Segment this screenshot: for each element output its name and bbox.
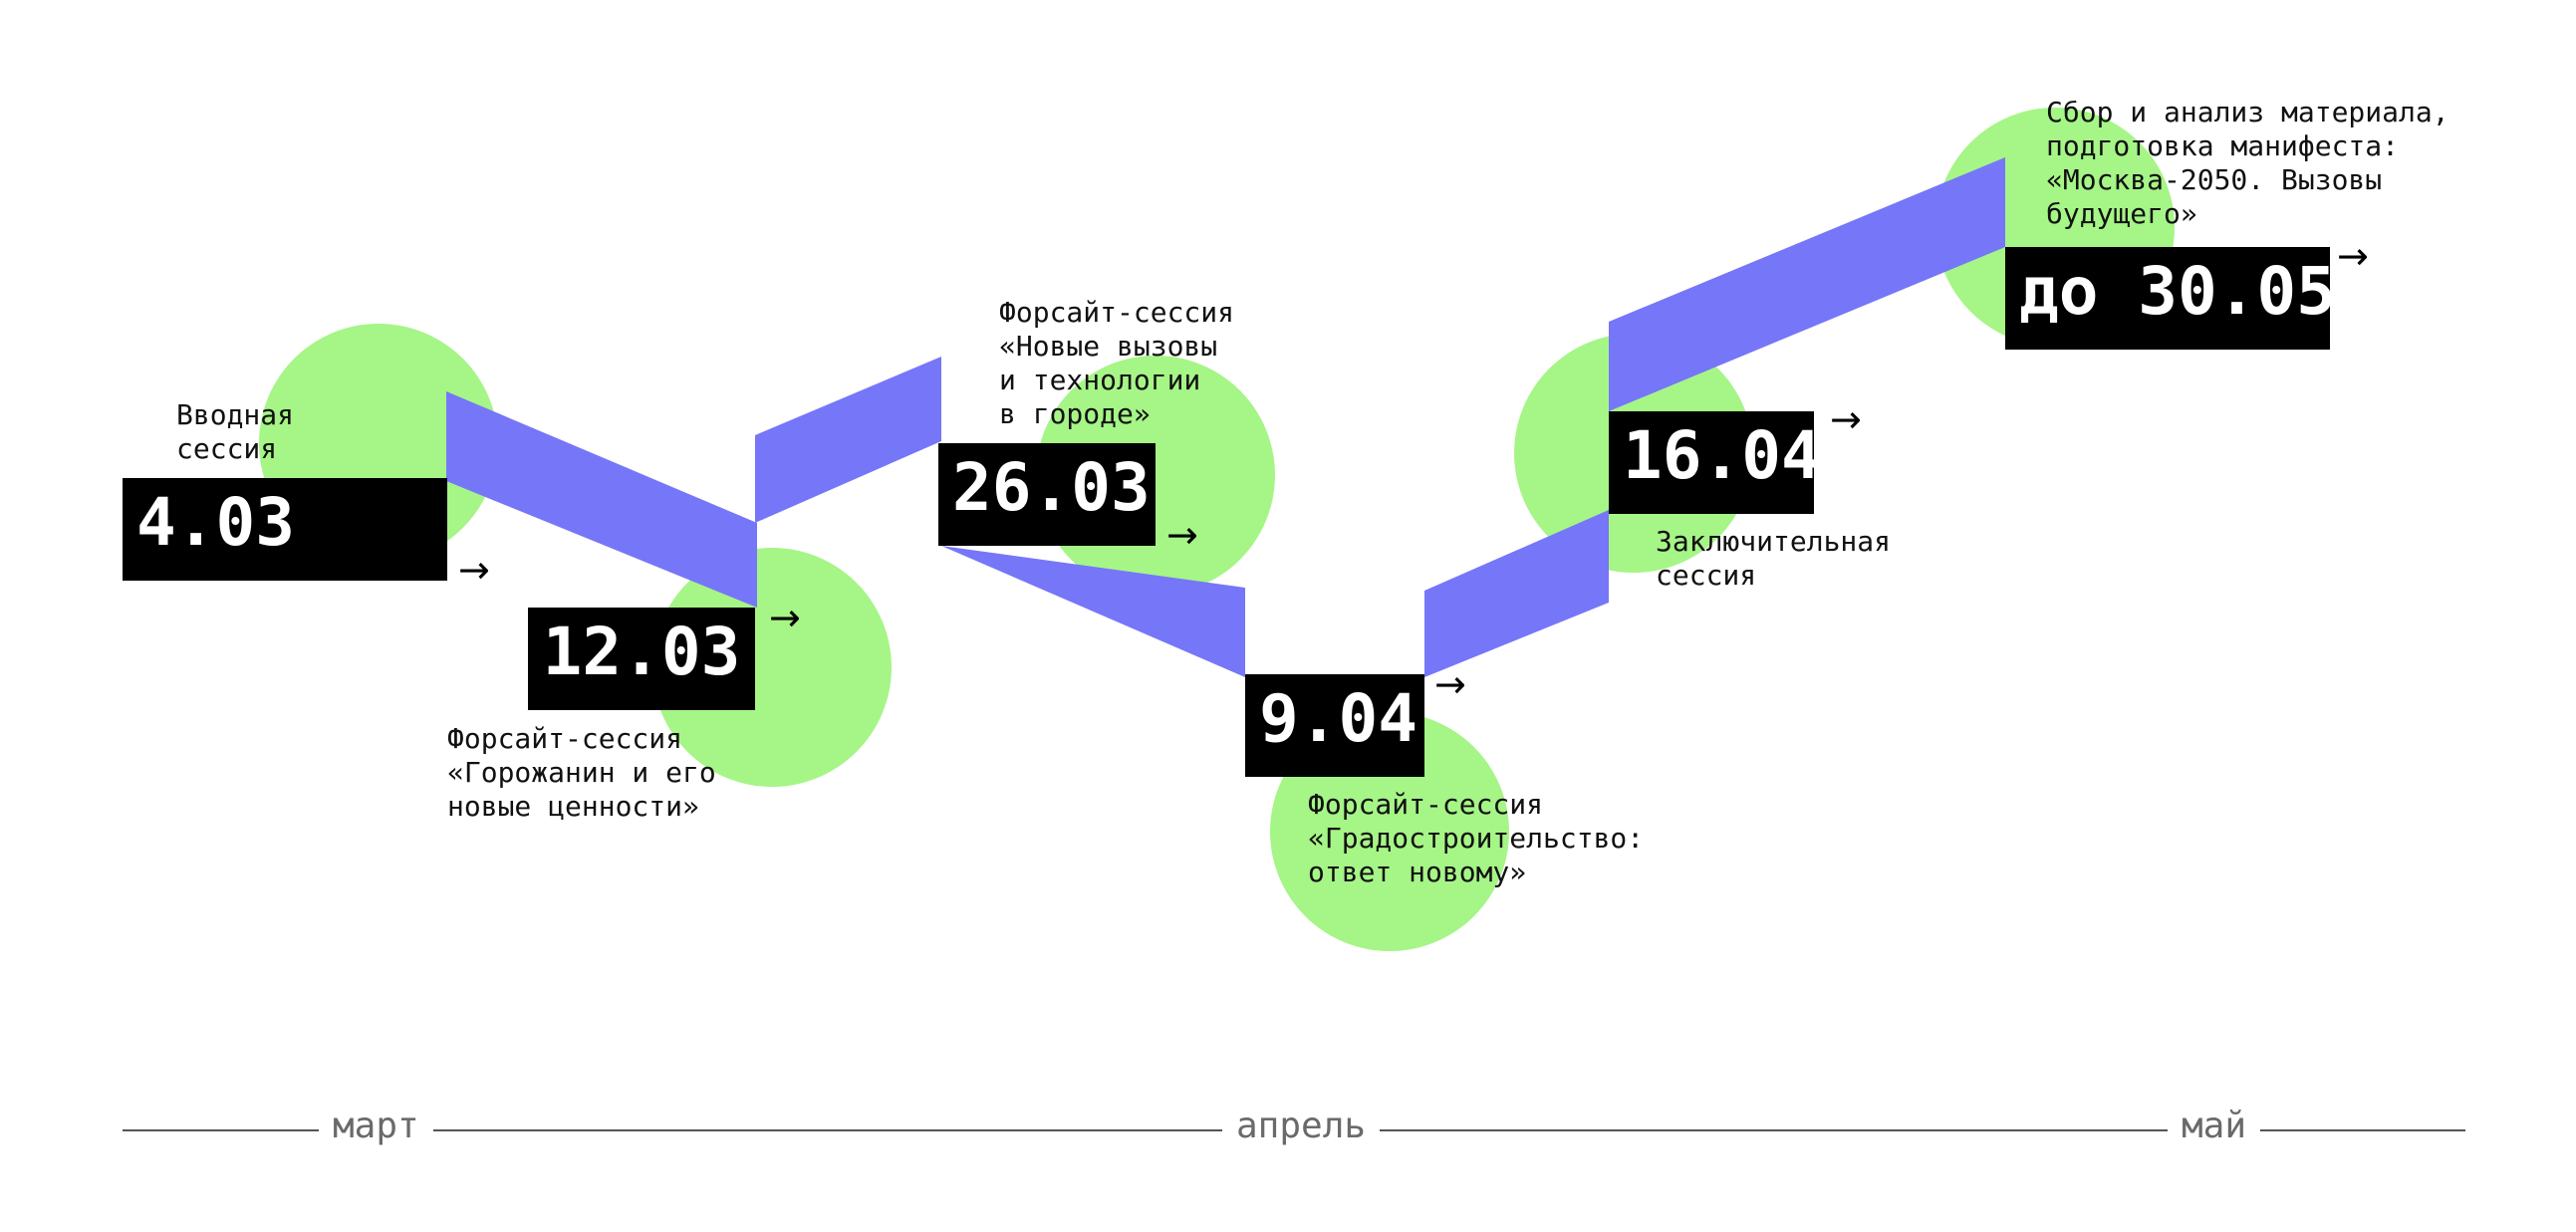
ribbon-segment-2 — [755, 357, 941, 523]
month-label-may: май — [2168, 1109, 2261, 1144]
event-date-6: до 30.05 — [2005, 247, 2336, 350]
ribbon-segment-4 — [1424, 510, 1609, 677]
arrow-icon-2: → — [769, 596, 801, 639]
event-date-4: 9.04 — [1245, 674, 1424, 777]
month-label-apr: апрель — [1222, 1109, 1381, 1144]
month-label-mar: март — [319, 1109, 433, 1144]
ribbon-segment-1 — [446, 391, 757, 608]
arrow-icon-6: → — [2337, 234, 2369, 278]
arrow-icon-4: → — [1434, 662, 1466, 706]
arrow-icon-1: → — [458, 548, 490, 592]
arrow-icon-5: → — [1830, 397, 1862, 441]
event-date-3: 26.03 — [938, 443, 1156, 546]
event-label-3: Форсайт-сессия «Новые вызовы и технологи… — [999, 296, 1235, 430]
event-date-5: 16.04 — [1609, 411, 1821, 514]
ribbon-segment-3 — [941, 546, 1245, 677]
event-label-5: Заключительная сессия — [1656, 525, 1892, 592]
arrow-icon-3: → — [1166, 513, 1198, 557]
event-label-6: Сбор и анализ материала, подготовка мани… — [2046, 96, 2449, 230]
event-label-4: Форсайт-сессия «Градостроительство: отве… — [1308, 788, 1645, 888]
ribbon-segment-5 — [1609, 157, 2005, 411]
event-label-2: Форсайт-сессия «Горожанин и его новые це… — [447, 722, 716, 823]
event-date-1: 4.03 — [123, 478, 447, 581]
event-label-1: Вводная сессия — [176, 398, 295, 465]
event-date-2: 12.03 — [528, 608, 755, 710]
